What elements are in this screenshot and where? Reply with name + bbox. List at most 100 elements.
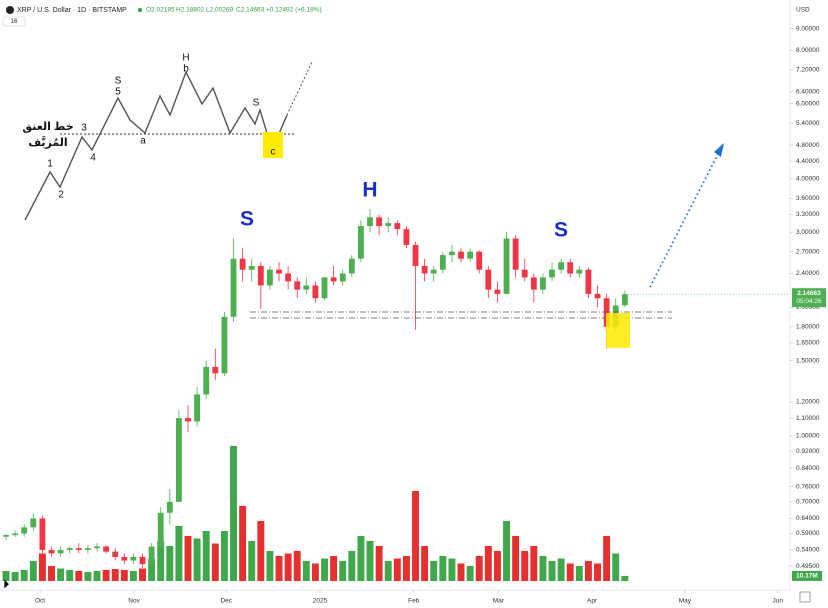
volume-bar [421, 546, 429, 581]
logo: 🞂 [4, 577, 9, 591]
volume-bar [266, 551, 274, 581]
volume-bar [175, 526, 183, 581]
volume-bar [157, 541, 165, 581]
candle-body [603, 298, 610, 327]
candle-body [166, 501, 173, 513]
symbol-title[interactable]: XRP / U.S. Dollar · 1D · BITSTAMP [17, 7, 127, 14]
axis-labels: 9.00000 8.00000 7.20000 6.40000 6.00000 5.400… [35, 25, 826, 605]
candle-body [248, 265, 255, 270]
volume-bar [293, 551, 301, 581]
ohlc-close: C2.14663 [236, 7, 265, 14]
candle-body [12, 533, 19, 536]
candle-body [530, 277, 537, 290]
inset-projection [286, 61, 313, 116]
candle-body [130, 556, 137, 561]
indicator-toggle[interactable] [2, 16, 26, 27]
head-label: H [362, 179, 377, 202]
candle-body [212, 366, 219, 374]
volume-bar [321, 558, 328, 581]
candle-body [185, 418, 191, 422]
ohlc-change: +0.12492 (+6.18%) [266, 7, 322, 14]
candle-body [157, 512, 164, 547]
volume-bar [466, 566, 474, 581]
candle-layer [3, 208, 628, 568]
inset-diagram: 1 2 3 4 5 a b c S H S خط العنق المُزيَّف [22, 53, 313, 221]
y-tick-label: 7.20000 [796, 67, 820, 74]
candle-body [449, 251, 455, 256]
countdown: 05:04:26 [796, 298, 822, 305]
y-tick-label: 5.40000 [796, 120, 820, 127]
wave-label: 2 [58, 190, 64, 201]
settings-button[interactable] [799, 591, 811, 603]
volume-bar [202, 531, 210, 581]
y-tick-label: 1.20000 [796, 399, 820, 406]
volume-bar [84, 572, 92, 581]
candle-body [66, 548, 73, 550]
y-tick-label: 0.76000 [796, 483, 820, 490]
x-tick-label: Feb [408, 598, 420, 605]
candle-body [367, 217, 373, 227]
y-tick-label: 0.49500 [796, 563, 820, 570]
candle-body [239, 258, 246, 270]
right-shoulder-label: S [554, 219, 568, 242]
volume-bar [339, 561, 347, 581]
arrow-head [714, 143, 724, 157]
candle-body [203, 366, 210, 395]
volume-bar [539, 556, 547, 581]
candle-body [84, 548, 91, 550]
volume-bar [393, 558, 401, 581]
volume-bar [457, 563, 465, 581]
currency: USD [796, 7, 810, 14]
candle-body [267, 269, 273, 286]
y-tick-label: 2.00000 [796, 304, 820, 311]
volume-bar [102, 570, 110, 581]
candle-body [39, 518, 46, 550]
y-tick-label: 1.00000 [796, 432, 820, 439]
volume-bar [612, 553, 620, 581]
y-tick-label: 0.92000 [796, 448, 820, 455]
candle-body [139, 556, 146, 565]
y-tick-label: 9.00000 [796, 25, 820, 32]
candle-body [412, 244, 419, 266]
y-tick-label: 0.70000 [796, 499, 820, 506]
volume-bar [621, 575, 629, 581]
x-tick-label: 2025 [313, 598, 328, 605]
volume-label: 10.17M [796, 573, 818, 580]
volume-bar [430, 561, 438, 581]
volume-bar [330, 556, 338, 581]
candle-body [439, 255, 446, 270]
volume-bar [220, 531, 228, 581]
volume-bar [211, 543, 219, 581]
y-tick-label: 1.80000 [796, 324, 820, 331]
candle-body [148, 546, 155, 565]
inset-zigzag [24, 70, 288, 221]
volume-bar [384, 561, 392, 581]
candle-body [121, 556, 128, 561]
candle-body [257, 265, 264, 286]
y-tick-label: 6.40000 [796, 88, 820, 95]
indicator-count[interactable]: 16 [11, 19, 18, 25]
volume-bar [302, 561, 310, 581]
volume-bar [166, 546, 174, 581]
volume-bar [348, 551, 356, 581]
volume-bar [566, 563, 574, 581]
candle-body [348, 258, 355, 274]
candle-body [330, 277, 337, 282]
y-tick-label: 0.64000 [796, 515, 820, 522]
wave-label: 1 [47, 159, 53, 170]
candle-body [221, 316, 228, 374]
market-status [138, 8, 142, 12]
candle-body [394, 223, 401, 230]
volume-bar [230, 446, 237, 581]
volume-bar [193, 538, 201, 581]
volume-bar [111, 569, 119, 581]
wave-label: b [183, 64, 189, 75]
last-price-label: 2.14663 [797, 290, 821, 297]
x-tick-label: Jun [772, 598, 783, 605]
volume-bar [75, 571, 83, 581]
ohlc-high: H2.18802 [176, 7, 205, 14]
shoulder-label: S [253, 98, 260, 109]
volume-bar [248, 541, 256, 581]
symbol-icon[interactable] [6, 6, 14, 14]
candle-body [512, 238, 519, 270]
